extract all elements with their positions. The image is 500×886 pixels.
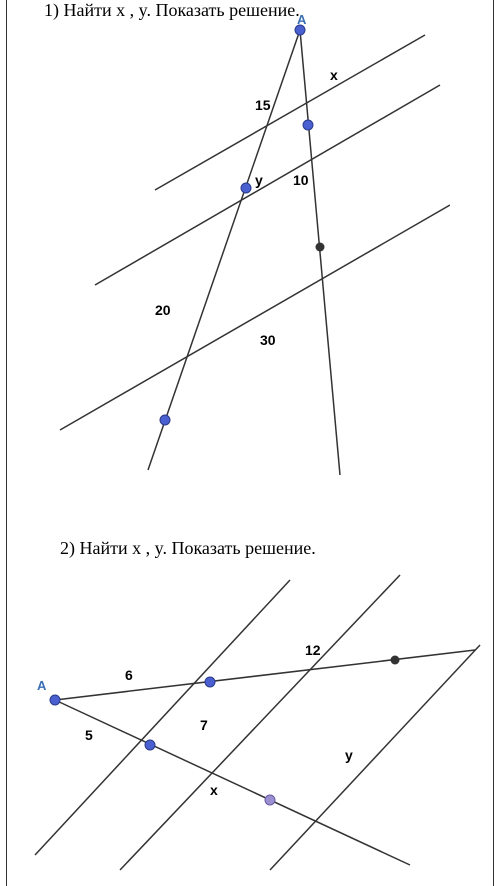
problem2-diagram: A 6 12 5 7 x y xyxy=(15,565,485,880)
point-p1r xyxy=(303,120,313,130)
point-u1 xyxy=(205,677,215,687)
problem2-svg: A 6 12 5 7 x y xyxy=(15,565,485,875)
point-a2 xyxy=(50,695,60,705)
label-a: A xyxy=(297,12,307,27)
point-p2l xyxy=(241,183,251,193)
problem1-diagram: A x 15 y 10 20 30 xyxy=(30,10,450,485)
label-20: 20 xyxy=(155,302,171,318)
label-15: 15 xyxy=(255,97,271,113)
ray-left xyxy=(148,30,300,470)
ray-upper xyxy=(55,650,475,700)
label-x2: x xyxy=(210,782,218,798)
page-border-left xyxy=(6,0,7,886)
label-x: x xyxy=(330,67,338,83)
label-a2: A xyxy=(37,678,47,693)
label-30: 30 xyxy=(260,332,276,348)
label-5: 5 xyxy=(85,727,93,743)
problem1-svg: A x 15 y 10 20 30 xyxy=(30,10,450,480)
label-12: 12 xyxy=(305,642,321,658)
parallel-line-2b xyxy=(120,575,400,870)
point-u2 xyxy=(391,656,400,665)
point-l1 xyxy=(145,740,155,750)
label-y2: y xyxy=(345,747,353,763)
point-p2r xyxy=(316,243,325,252)
parallel-line-2 xyxy=(95,85,440,285)
ray-right xyxy=(300,30,340,475)
parallel-line-3 xyxy=(60,205,450,430)
parallel-line-1b xyxy=(35,580,290,855)
point-l2 xyxy=(265,795,275,805)
label-10: 10 xyxy=(293,172,309,188)
label-7: 7 xyxy=(200,717,208,733)
problem2-title: 2) Найти x , y. Показать решение. xyxy=(60,538,316,559)
label-6: 6 xyxy=(125,667,133,683)
page-border-right xyxy=(493,0,494,886)
ray-lower xyxy=(55,700,410,865)
label-y: y xyxy=(255,172,263,188)
point-p3l xyxy=(160,415,170,425)
